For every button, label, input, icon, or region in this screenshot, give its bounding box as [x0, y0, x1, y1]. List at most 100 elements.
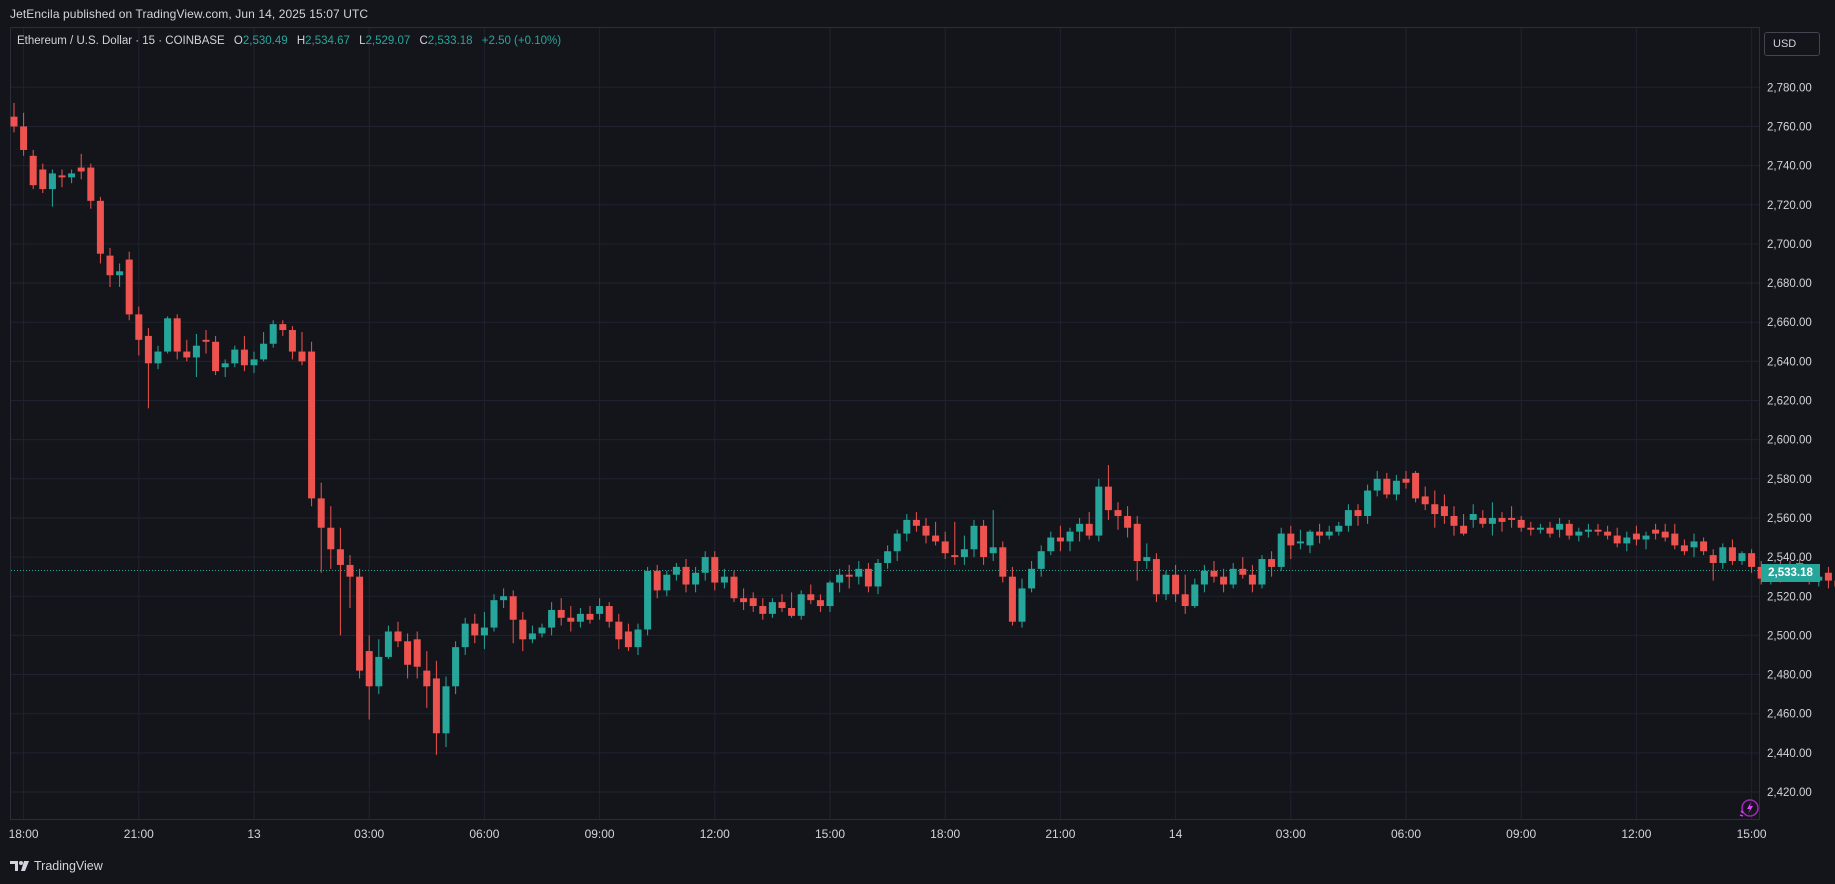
- candle-body: [528, 633, 536, 640]
- candle: [1527, 521, 1535, 536]
- candle: [1095, 478, 1103, 542]
- currency-button[interactable]: USD: [1764, 32, 1820, 56]
- candle-body: [1047, 537, 1055, 552]
- publish-info: JetEncila published on TradingView.com, …: [10, 7, 369, 21]
- candle-body: [1565, 523, 1573, 536]
- candle: [327, 506, 335, 569]
- candle-body: [836, 574, 844, 583]
- candle-body: [404, 641, 412, 665]
- candle-body: [1680, 545, 1688, 552]
- candle-body: [980, 525, 988, 558]
- candle-body: [1527, 527, 1535, 530]
- candle-body: [1632, 533, 1640, 540]
- candle-body: [864, 568, 872, 587]
- candle-body: [1258, 559, 1266, 585]
- candle-body: [1748, 553, 1756, 567]
- candle: [941, 531, 949, 560]
- candle: [346, 555, 354, 608]
- candle: [528, 625, 536, 644]
- lightning-icon[interactable]: [1738, 797, 1760, 819]
- candle-body: [845, 574, 853, 577]
- candle: [816, 594, 824, 612]
- y-tick-label: 2,740.00: [1767, 161, 1812, 173]
- candle: [548, 602, 556, 636]
- candle: [250, 351, 258, 374]
- candle-body: [1104, 486, 1112, 511]
- candle-body: [173, 318, 181, 352]
- candle-body: [221, 363, 229, 368]
- candle-body: [87, 167, 95, 201]
- candle: [980, 519, 988, 565]
- candle-body: [1344, 510, 1352, 526]
- high-label: H: [296, 35, 306, 47]
- candle-body: [682, 566, 690, 585]
- candle: [58, 169, 66, 188]
- candle: [596, 598, 604, 620]
- candle-body: [1354, 510, 1362, 516]
- x-tick-label: 03:00: [354, 827, 384, 841]
- candle: [154, 345, 162, 370]
- candle: [1258, 555, 1266, 589]
- candle: [1575, 527, 1583, 542]
- candle: [615, 613, 623, 650]
- candle-body: [1296, 541, 1304, 544]
- candle-body: [1325, 531, 1333, 536]
- tradingview-brand[interactable]: TradingView: [10, 859, 103, 873]
- candle-body: [1239, 568, 1247, 575]
- candle-body: [250, 359, 258, 366]
- candle: [375, 639, 383, 695]
- candle-body: [1152, 559, 1160, 595]
- time-axis: 18:00 21:00 13 03:00 06:00 09:00 12:00 15:00 18:…: [9, 827, 1767, 841]
- candle: [1008, 566, 1016, 626]
- candle: [144, 328, 152, 409]
- y-tick-label: 2,600.00: [1767, 435, 1812, 447]
- candle-body: [884, 551, 892, 563]
- candle: [1498, 512, 1506, 532]
- candle: [231, 345, 239, 368]
- candle-body: [586, 613, 594, 620]
- candle: [336, 527, 344, 636]
- candle: [1728, 539, 1736, 565]
- candle: [20, 112, 28, 156]
- candle: [1383, 472, 1391, 499]
- candle-body: [557, 609, 565, 618]
- y-tick-label: 2,640.00: [1767, 356, 1812, 368]
- candle: [1191, 578, 1199, 608]
- candle-body: [58, 175, 66, 178]
- candle-body: [672, 566, 680, 575]
- candle: [903, 514, 911, 542]
- candle: [1652, 523, 1660, 540]
- top-bar: JetEncila published on TradingView.com, …: [0, 0, 1835, 27]
- x-tick-label: 14: [1169, 827, 1183, 841]
- candle-body: [816, 600, 824, 607]
- candle: [48, 169, 56, 207]
- candle-body: [692, 572, 700, 585]
- candle-body: [1172, 574, 1180, 595]
- candle: [308, 341, 316, 507]
- candle: [1344, 504, 1352, 532]
- candle-body: [317, 498, 325, 528]
- candle: [970, 519, 978, 558]
- candle: [1114, 502, 1122, 530]
- candle: [461, 617, 469, 655]
- candle-body: [1229, 568, 1237, 585]
- candle-body: [356, 576, 364, 671]
- candle-body: [231, 349, 239, 364]
- y-tick-label: 2,660.00: [1767, 317, 1812, 329]
- candle: [384, 625, 392, 659]
- candle: [356, 568, 364, 679]
- candle-body: [519, 619, 527, 640]
- candle-body: [500, 596, 508, 601]
- y-tick-label: 2,500.00: [1767, 630, 1812, 642]
- candle: [720, 568, 728, 589]
- candle: [471, 613, 479, 644]
- candle: [1431, 490, 1439, 528]
- close-value: 2,533.18: [427, 35, 473, 47]
- candle-body: [509, 596, 517, 620]
- candle-body: [164, 318, 172, 352]
- candle: [807, 584, 815, 605]
- candle: [624, 623, 632, 652]
- candle-body: [212, 341, 220, 372]
- candle-body: [1037, 551, 1045, 569]
